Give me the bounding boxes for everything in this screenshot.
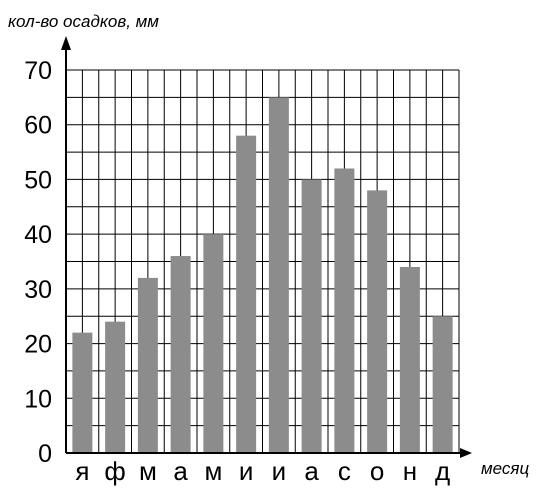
x-tick-label: ф (104, 456, 125, 486)
x-tick-label: я (75, 456, 89, 486)
y-tick-label: 0 (38, 440, 52, 468)
bar (236, 135, 257, 453)
bar (72, 332, 93, 453)
y-axis-title: кол-во осадков, мм (8, 12, 159, 31)
bar (399, 266, 420, 453)
x-tick-label: а (304, 456, 319, 486)
axes (61, 36, 472, 458)
y-tick-label: 50 (24, 166, 52, 194)
x-tick-label: о (370, 456, 384, 486)
y-axis-arrow-icon (61, 36, 71, 50)
bars (72, 97, 453, 453)
x-tick-label: м (204, 456, 222, 486)
x-tick-label: и (239, 456, 254, 486)
x-tick-label: и (272, 456, 287, 486)
bar (367, 190, 388, 453)
y-tick-label: 20 (24, 331, 52, 359)
x-axis-title: месяц (481, 459, 529, 478)
y-tick-label: 10 (24, 385, 52, 413)
bar (170, 256, 191, 453)
y-tick-label: 70 (24, 57, 52, 85)
bar (432, 316, 453, 453)
x-axis-arrow-icon (460, 448, 472, 458)
y-tick-label: 60 (24, 112, 52, 140)
x-tick-label: а (173, 456, 188, 486)
y-tick-labels: 0 10 20 30 40 50 60 70 (24, 57, 52, 468)
x-tick-label: м (139, 456, 157, 486)
bar (268, 97, 289, 453)
bar (137, 277, 158, 453)
bar (301, 179, 322, 453)
bar (105, 321, 126, 453)
x-tick-label: н (403, 456, 417, 486)
x-tick-label: д (435, 456, 450, 486)
y-tick-label: 40 (24, 221, 52, 249)
y-tick-label: 30 (24, 276, 52, 304)
bar (203, 234, 224, 453)
x-tick-label: с (338, 456, 351, 486)
bar (334, 168, 355, 453)
